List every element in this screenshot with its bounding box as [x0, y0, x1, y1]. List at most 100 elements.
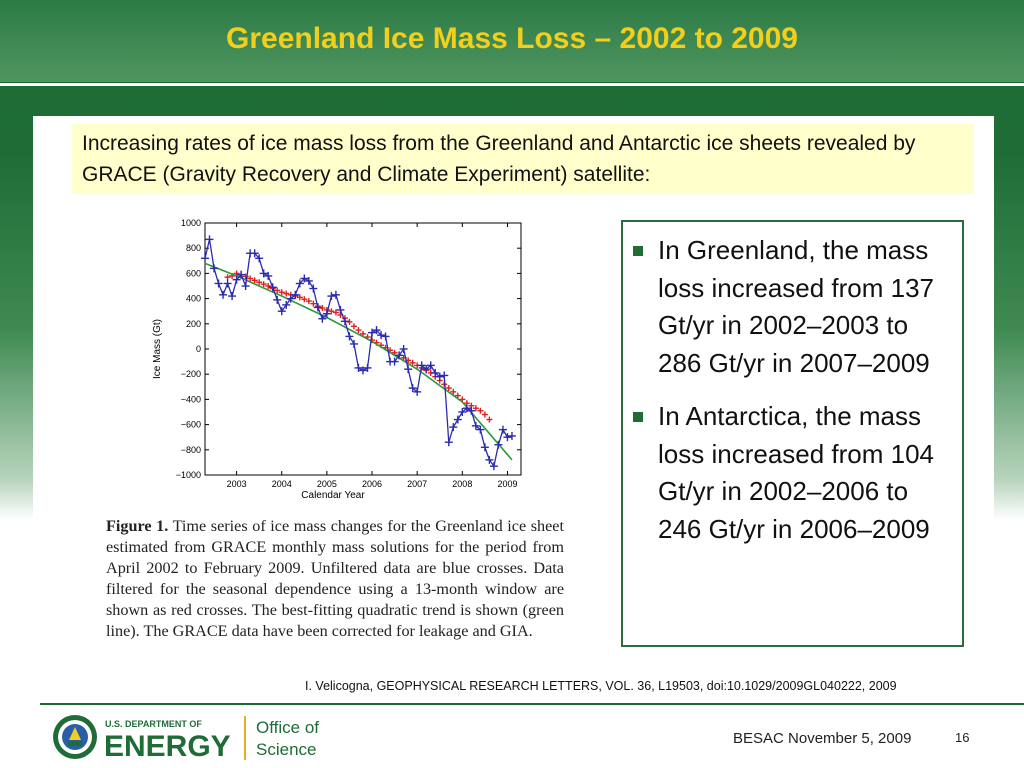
- unfiltered-data-point: [485, 455, 494, 464]
- logo-office-text: Office of: [256, 718, 319, 737]
- unfiltered-data-point: [304, 276, 313, 285]
- unfiltered-data-point: [471, 421, 480, 430]
- unfiltered-data-point: [449, 423, 458, 432]
- x-tick-label: 2004: [272, 479, 292, 489]
- filtered-data-point: [445, 385, 452, 392]
- caption-body: Time series of ice mass changes for the …: [106, 517, 564, 640]
- x-tick-label: 2005: [317, 479, 337, 489]
- unfiltered-data-point: [340, 317, 349, 326]
- unfiltered-data-point: [476, 425, 485, 434]
- filtered-data-point: [296, 294, 303, 301]
- unfiltered-data-point: [368, 328, 377, 337]
- unfiltered-data-point: [354, 363, 363, 372]
- unfiltered-data-point: [295, 279, 304, 288]
- x-tick-label: 2003: [227, 479, 247, 489]
- unfiltered-data-point: [309, 284, 318, 293]
- unfiltered-data-point: [435, 372, 444, 381]
- unfiltered-data-point: [210, 264, 219, 273]
- citation: I. Velicogna, GEOPHYSICAL RESEARCH LETTE…: [305, 679, 897, 693]
- doe-office-of-science-logo: U.S. DEPARTMENT OF ENERGY Office of Scie…: [53, 715, 319, 763]
- unfiltered-data-point: [404, 365, 413, 374]
- unfiltered-data-point: [489, 462, 498, 471]
- caption-label: Figure 1.: [106, 517, 169, 535]
- header-bar: [0, 0, 1024, 82]
- bullet-box: In Greenland, the mass loss increased fr…: [621, 220, 964, 647]
- unfiltered-data-point: [331, 290, 340, 299]
- unfiltered-data-point: [395, 351, 404, 360]
- bullet-greenland: In Greenland, the mass loss increased fr…: [633, 232, 956, 382]
- unfiltered-data-point: [223, 279, 232, 288]
- y-tick-label: −200: [181, 369, 201, 379]
- bullet-square-icon: [633, 412, 643, 422]
- x-tick-label: 2007: [407, 479, 427, 489]
- filtered-data-point: [265, 283, 272, 289]
- unfiltered-data-point: [377, 331, 386, 340]
- logo-dept-text: U.S. DEPARTMENT OF: [105, 719, 202, 729]
- unfiltered-data-point: [336, 305, 345, 314]
- filtered-data-point: [278, 289, 285, 296]
- unfiltered-data-point: [408, 384, 417, 393]
- unfiltered-data-point: [494, 440, 503, 449]
- unfiltered-data-point: [291, 290, 300, 299]
- filtered-data-point: [242, 273, 249, 280]
- filtered-data-point: [247, 275, 254, 282]
- filtered-data-point: [472, 405, 479, 412]
- unfiltered-data-point: [372, 326, 381, 335]
- slide-title: Greenland Ice Mass Loss – 2002 to 2009: [226, 22, 798, 55]
- bullet-text: In Antarctica, the mass loss increased f…: [658, 401, 935, 544]
- bullet-antarctica: In Antarctica, the mass loss increased f…: [633, 398, 956, 548]
- unfiltered-data-point: [444, 438, 453, 447]
- filtered-data-point: [260, 281, 267, 288]
- unfiltered-data-point: [286, 294, 295, 303]
- y-axis-label: Ice Mass (Gt): [152, 319, 163, 379]
- x-tick-label: 2008: [452, 479, 472, 489]
- footer-divider: [40, 703, 1024, 705]
- unfiltered-data-point: [273, 295, 282, 304]
- filtered-data-point: [328, 308, 335, 315]
- unfiltered-data-point: [349, 339, 358, 348]
- bullet-text: In Greenland, the mass loss increased fr…: [658, 235, 935, 378]
- unfiltered-data-point: [413, 387, 422, 396]
- unfiltered-data-point: [381, 332, 390, 341]
- unfiltered-data-point: [422, 365, 431, 374]
- filtered-data-point: [355, 327, 362, 334]
- filtered-data-point: [454, 392, 461, 399]
- unfiltered-data-point: [453, 415, 462, 424]
- unfiltered-data-point: [503, 433, 512, 442]
- filtered-data-point: [224, 274, 231, 281]
- filtered-data-point: [450, 388, 457, 395]
- unfiltered-data-point: [467, 406, 476, 415]
- unfiltered-data-point: [205, 235, 214, 244]
- chart-svg: 1000 800 600 400 200 0 −200 −400 −600 −800 −1000 20…: [152, 218, 522, 501]
- intro-text: Increasing rates of ice mass loss from t…: [72, 124, 974, 194]
- logo-science-text: Science: [256, 740, 316, 759]
- y-tick-label: 1000: [181, 218, 201, 228]
- quadratic-trend-line: [204, 262, 513, 461]
- page-number: 16: [955, 730, 970, 745]
- y-tick-label: 600: [186, 268, 201, 278]
- unfiltered-data-point: [431, 368, 440, 377]
- filtered-data-point: [481, 411, 488, 418]
- unfiltered-data-point: [318, 314, 327, 323]
- unfiltered-data-point: [359, 366, 367, 375]
- unfiltered-data-point: [458, 408, 467, 416]
- unfiltered-data-point: [440, 371, 449, 380]
- unfiltered-data-point: [259, 269, 268, 278]
- filtered-data-point: [310, 300, 317, 307]
- filtered-data-point: [274, 287, 281, 294]
- unfiltered-data-point: [313, 303, 322, 312]
- y-tick-label: 200: [186, 319, 201, 329]
- footer-date: BESAC November 5, 2009: [733, 730, 912, 747]
- plot-area: [204, 222, 522, 476]
- unfiltered-data-point: [241, 282, 250, 290]
- unfiltered-data-point: [462, 404, 471, 413]
- y-tick-label: −400: [181, 394, 201, 404]
- unfiltered-data-point: [345, 332, 354, 341]
- y-tick-label: 400: [186, 294, 201, 304]
- unfiltered-data-point: [282, 300, 291, 309]
- unfiltered-data-point: [277, 307, 286, 316]
- x-tick-label: 2006: [362, 479, 382, 489]
- unfiltered-data-point: [390, 357, 399, 366]
- filtered-data-point: [332, 309, 339, 316]
- filtered-data-point: [251, 277, 258, 284]
